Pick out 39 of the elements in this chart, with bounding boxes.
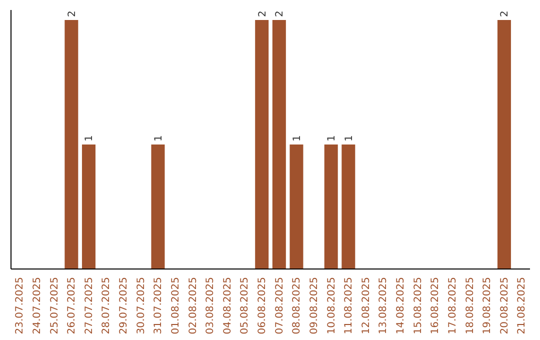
x-tick-label: 04.08.2025	[222, 277, 234, 334]
x-tick-label: 01.08.2025	[170, 277, 182, 334]
x-tick-label: 09.08.2025	[308, 277, 320, 334]
x-tick-label: 20.08.2025	[499, 277, 510, 334]
x-tick-label: 18.08.2025	[464, 277, 476, 334]
data-label: 1	[292, 135, 303, 142]
x-tick-label: 02.08.2025	[188, 277, 199, 334]
x-tick-label: 19.08.2025	[482, 277, 494, 334]
x-tick-label: 07.08.2025	[274, 277, 286, 334]
data-label: 1	[344, 135, 355, 142]
x-tick-label: 12.08.2025	[360, 277, 372, 334]
x-tick-label: 21.08.2025	[516, 277, 528, 334]
data-label: 1	[153, 135, 164, 142]
data-label: 1	[326, 135, 338, 142]
x-tick-label: 03.08.2025	[205, 277, 216, 334]
x-tick-label: 31.07.2025	[153, 277, 164, 334]
x-tick-label: 24.07.2025	[32, 277, 43, 334]
data-label: 2	[500, 10, 511, 17]
data-label: 2	[257, 10, 268, 17]
data-label: 2	[66, 10, 78, 17]
data-label: 2	[274, 10, 286, 17]
x-tick-label: 17.08.2025	[447, 277, 458, 334]
x-tick-label: 26.07.2025	[66, 277, 78, 334]
x-tick-label: 06.08.2025	[257, 277, 268, 334]
x-tick-label: 14.08.2025	[396, 277, 407, 334]
x-tick-label: 13.08.2025	[378, 277, 390, 334]
x-tick-label: 28.07.2025	[101, 277, 112, 334]
x-tick-label: 15.08.2025	[412, 277, 424, 334]
data-label: 1	[84, 135, 96, 142]
x-tick-label: 27.07.2025	[84, 277, 95, 334]
x-tick-label: 05.08.2025	[240, 277, 251, 334]
x-tick-label: 11.08.2025	[344, 277, 355, 334]
x-tick-label: 29.07.2025	[118, 277, 130, 334]
x-tick-label: 25.07.2025	[49, 277, 60, 334]
x-tick-label: 10.08.2025	[326, 277, 338, 334]
x-tick-label: 23.07.2025	[14, 277, 26, 334]
x-tick-label: 16.08.2025	[430, 277, 442, 334]
x-tick-label: 08.08.2025	[292, 277, 303, 334]
x-tick-label: 30.07.2025	[136, 277, 147, 334]
